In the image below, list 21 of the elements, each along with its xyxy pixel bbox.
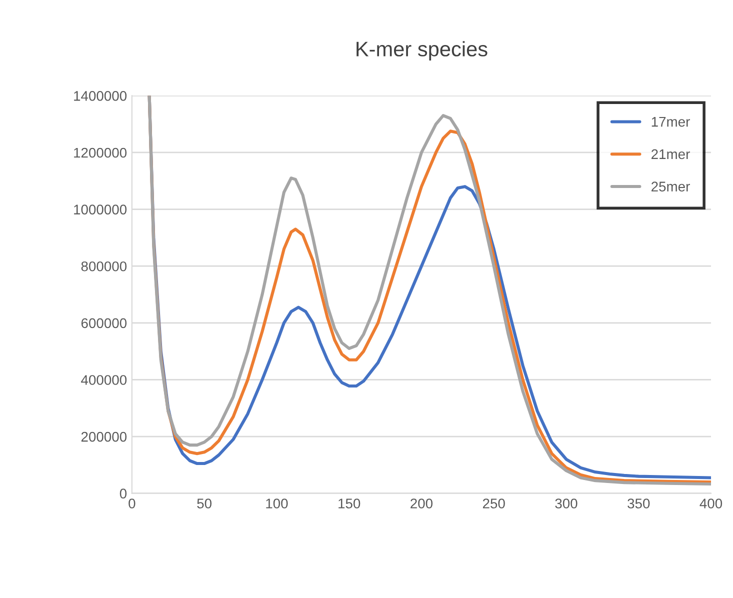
y-tick-label: 1200000: [74, 148, 127, 158]
y-tick-label: 1000000: [74, 204, 127, 214]
x-tick-label: 250: [482, 498, 505, 508]
y-tick-label: 800000: [81, 261, 127, 272]
x-tick-label: 400: [700, 498, 722, 508]
y-tick-label: 0: [120, 488, 127, 499]
legend-label: 17mer: [652, 117, 690, 127]
chart-title: K-mer species: [356, 41, 488, 61]
x-tick-label: 100: [266, 498, 288, 508]
x-tick-label: 200: [410, 498, 433, 508]
legend-label: 21mer: [652, 149, 690, 160]
x-tick-label: 350: [628, 498, 650, 508]
x-tick-label: 50: [197, 498, 212, 508]
legend-label: 25mer: [652, 182, 690, 192]
y-tick-label: 200000: [81, 432, 127, 442]
x-tick-label: 300: [555, 498, 578, 508]
y-tick-label: 1400000: [74, 91, 127, 101]
x-tick-label: 150: [338, 498, 360, 508]
y-tick-label: 400000: [81, 375, 127, 385]
x-tick-label: 0: [128, 498, 136, 508]
y-tick-label: 600000: [81, 318, 127, 328]
